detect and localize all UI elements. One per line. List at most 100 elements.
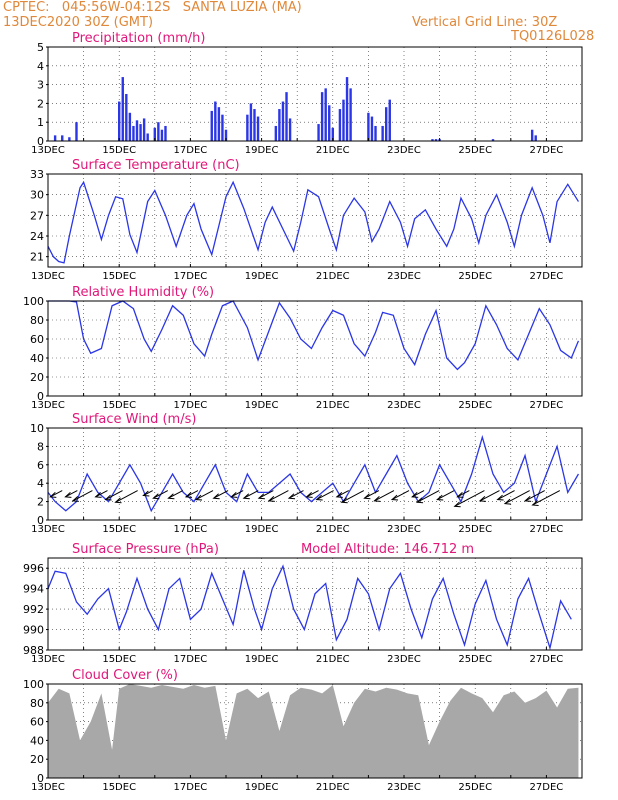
precip-bar <box>139 124 142 141</box>
y-tick-label: 5 <box>37 41 44 54</box>
x-tick-label: 13DEC <box>31 145 65 156</box>
precip-bar <box>121 77 124 141</box>
precip-bar <box>160 129 164 141</box>
precip-bar <box>491 139 495 141</box>
wind-arrow-head <box>230 491 238 498</box>
x-tick-label: 23DEC <box>387 271 421 282</box>
wind-arrow <box>50 490 63 498</box>
wind-arrow <box>195 490 214 501</box>
wind-arrow <box>532 490 561 506</box>
model-altitude: Model Altitude: 146.712 m <box>301 542 474 557</box>
wind-arrow <box>105 490 123 501</box>
x-tick-label: 19DEC <box>245 145 279 156</box>
precip-bar <box>320 92 324 141</box>
y-tick-label: 0 <box>37 514 44 527</box>
x-tick-label: 21DEC <box>316 782 350 793</box>
wind-arrow-head <box>212 493 220 500</box>
precip-bar <box>338 109 342 141</box>
wind-arrow-head <box>340 497 348 504</box>
wind-arrow <box>374 490 395 502</box>
panel-frame <box>47 557 583 651</box>
precip-bar <box>317 124 320 141</box>
x-tick-label: 17DEC <box>174 271 208 282</box>
series-line <box>47 564 572 651</box>
x-tick-label: 21DEC <box>316 654 350 665</box>
y-tick-label: 4 <box>37 477 44 490</box>
precip-bar <box>278 109 281 141</box>
precip-bar <box>388 99 391 141</box>
wind-arrow-head <box>114 497 122 504</box>
y-tick-label: 80 <box>30 314 44 327</box>
x-tick-label: 13DEC <box>31 524 65 535</box>
product-code: TQ0126L028 <box>511 29 595 44</box>
precip-bar <box>288 118 292 141</box>
y-tick-label: 100 <box>23 678 44 691</box>
x-tick-label: 15DEC <box>102 271 136 282</box>
x-tick-label: 25DEC <box>458 654 492 665</box>
wind-arrow-head <box>64 491 72 498</box>
x-tick-label: 17DEC <box>174 524 208 535</box>
wind-arrow <box>479 490 500 502</box>
x-tick-label: 19DEC <box>245 271 279 282</box>
precip-bar <box>125 94 128 141</box>
precip-bar <box>249 103 253 141</box>
wind-arrow-head <box>335 491 343 498</box>
wind-arrow <box>457 490 470 498</box>
wind-arrow <box>185 490 199 498</box>
precip-bar <box>349 88 352 141</box>
y-tick-label: 24 <box>30 230 44 243</box>
wind-arrow-head <box>415 497 424 504</box>
x-tick-label: 13DEC <box>31 400 65 411</box>
wind-arrow-head <box>184 491 193 498</box>
wind-arrow <box>258 490 274 499</box>
wind-arrow <box>65 490 78 498</box>
panel-3: 0 20 40 60 80 100 13DEC 15DEC 17DEC 19DEC 21DEC 23D… <box>23 285 583 411</box>
wind-arrow-head <box>390 494 399 501</box>
x-tick-label: 21DEC <box>316 524 350 535</box>
wind-arrow <box>524 490 545 502</box>
y-tick-label: 10 <box>30 422 44 435</box>
y-tick-label: 27 <box>30 209 44 222</box>
precip-bar <box>75 122 78 141</box>
precip-bar <box>324 88 327 141</box>
precip-bar <box>61 135 64 141</box>
x-tick-label: 27DEC <box>530 145 564 156</box>
precip-bar <box>530 129 534 141</box>
x-tick-label: 13DEC <box>31 654 65 665</box>
y-tick-label: 40 <box>30 352 44 365</box>
x-tick-label: 15DEC <box>102 145 136 156</box>
y-tick-label: 2 <box>37 97 44 110</box>
x-tick-label: 17DEC <box>174 145 208 156</box>
precip-bar <box>374 125 377 141</box>
wind-arrow-head <box>503 498 512 505</box>
y-tick-label: 0 <box>37 772 44 785</box>
x-tick-label: 25DEC <box>458 145 492 156</box>
x-tick-label: 27DEC <box>530 654 564 665</box>
x-tick-label: 27DEC <box>530 271 564 282</box>
y-tick-label: 20 <box>30 371 44 384</box>
y-tick-label: 2 <box>37 496 44 509</box>
x-tick-label: 25DEC <box>458 782 492 793</box>
precip-bar <box>431 139 434 141</box>
wind-arrow <box>231 490 244 498</box>
wind-arrow-head <box>305 491 313 498</box>
precip-bar <box>345 77 349 141</box>
wind-arrow-head <box>456 491 464 498</box>
y-tick-label: 30 <box>30 189 44 202</box>
y-tick-label: 3 <box>37 79 44 92</box>
run-date: 13DEC2020 30Z (GMT) <box>3 15 154 30</box>
wind-arrow-head <box>287 493 296 500</box>
precip-bar <box>256 116 260 141</box>
wind-arrow-head <box>167 493 175 500</box>
precip-bar <box>128 112 132 141</box>
wind-arrow <box>497 490 515 501</box>
wind-arrow-head <box>242 493 250 500</box>
x-tick-label: 17DEC <box>174 654 208 665</box>
wind-arrow <box>288 490 304 499</box>
panel-frame <box>47 173 583 268</box>
x-tick-label: 13DEC <box>31 782 65 793</box>
wind-arrow-head <box>194 494 203 501</box>
precip-bar <box>135 120 139 141</box>
wind-arrow-head <box>71 496 79 502</box>
